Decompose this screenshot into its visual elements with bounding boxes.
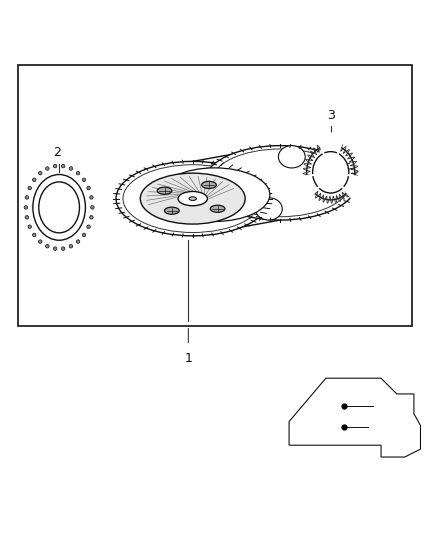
Ellipse shape [53, 247, 57, 251]
Polygon shape [289, 378, 420, 457]
Wedge shape [318, 134, 344, 172]
Ellipse shape [33, 174, 85, 240]
Ellipse shape [46, 167, 49, 170]
Wedge shape [293, 172, 331, 202]
Ellipse shape [165, 207, 179, 214]
Ellipse shape [76, 240, 80, 244]
Ellipse shape [255, 198, 282, 220]
Ellipse shape [211, 149, 350, 217]
Ellipse shape [204, 146, 357, 220]
Ellipse shape [140, 173, 245, 224]
Text: 2: 2 [53, 146, 61, 159]
Ellipse shape [87, 187, 90, 190]
Ellipse shape [189, 197, 196, 200]
Ellipse shape [28, 225, 32, 229]
Ellipse shape [87, 225, 90, 229]
Ellipse shape [82, 233, 86, 237]
Ellipse shape [201, 181, 216, 189]
Text: 3: 3 [327, 109, 335, 122]
Ellipse shape [69, 167, 73, 170]
Ellipse shape [24, 206, 28, 209]
Ellipse shape [178, 191, 208, 206]
Text: 1: 1 [184, 352, 192, 365]
Ellipse shape [90, 196, 93, 199]
Ellipse shape [39, 182, 80, 233]
Ellipse shape [307, 145, 355, 200]
Ellipse shape [210, 205, 225, 212]
Ellipse shape [28, 187, 32, 190]
Bar [18, 65, 412, 326]
Ellipse shape [61, 247, 65, 251]
Ellipse shape [39, 172, 42, 175]
Ellipse shape [90, 215, 93, 219]
Ellipse shape [53, 164, 57, 168]
Ellipse shape [279, 146, 305, 168]
Ellipse shape [32, 233, 36, 237]
Ellipse shape [91, 206, 94, 209]
Ellipse shape [123, 165, 262, 232]
Ellipse shape [46, 245, 49, 248]
Ellipse shape [32, 178, 36, 182]
Ellipse shape [25, 215, 28, 219]
Ellipse shape [313, 151, 349, 193]
Ellipse shape [159, 168, 270, 222]
Wedge shape [331, 172, 369, 202]
Ellipse shape [69, 245, 73, 248]
Ellipse shape [116, 161, 269, 236]
Ellipse shape [25, 196, 28, 199]
Ellipse shape [82, 178, 86, 182]
Ellipse shape [39, 240, 42, 244]
Ellipse shape [76, 172, 80, 175]
Ellipse shape [157, 187, 172, 195]
Ellipse shape [61, 164, 65, 168]
